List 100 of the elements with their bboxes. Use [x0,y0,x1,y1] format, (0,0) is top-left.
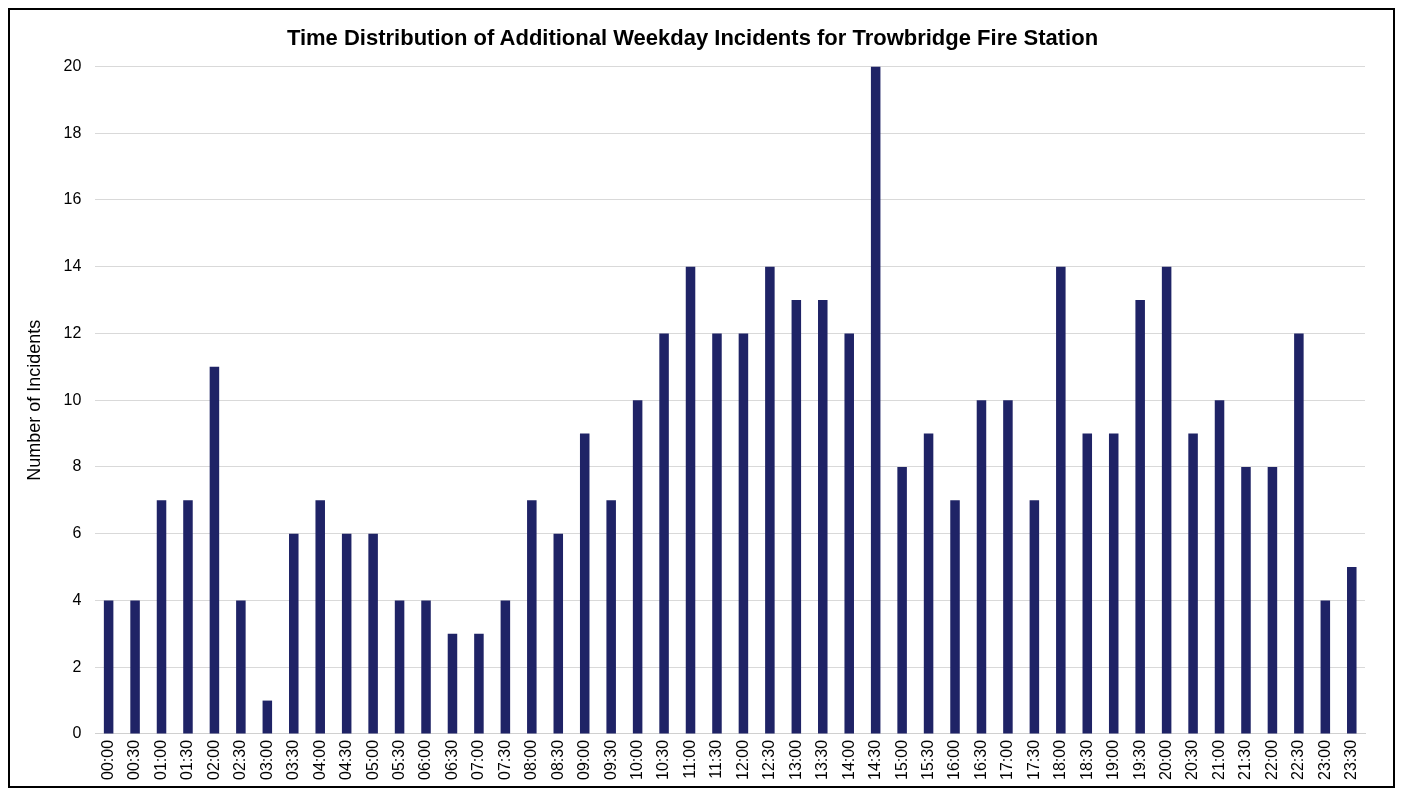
x-tick-label: 06:30 [442,739,460,781]
bar [447,633,458,734]
x-tick-label: 19:30 [1130,739,1148,781]
bar [1082,433,1093,734]
x-tick-label: 13:00 [786,739,804,781]
x-tick-label: 14:00 [839,739,857,781]
bar [659,333,669,734]
x-tick-label: 11:30 [707,739,725,779]
bar [421,600,431,734]
bar [553,533,564,734]
bar [818,300,828,734]
bar [844,333,854,734]
x-tick-label: 23:00 [1315,739,1333,781]
bar [315,500,325,734]
y-tick-label: 14 [63,257,82,275]
x-tick-label: 17:00 [998,739,1016,781]
bar [606,500,616,734]
bar [1188,433,1198,734]
bar [1241,466,1251,734]
bar [500,600,511,734]
x-tick-label: 21:00 [1209,739,1227,781]
x-tick-label: 07:30 [495,739,513,781]
x-tick-label: 14:30 [866,739,884,781]
bar [474,633,484,734]
x-tick-label: 10:00 [628,739,646,781]
bar [923,433,934,734]
bar [368,533,378,734]
x-tick-label: 08:00 [522,739,540,781]
y-tick-label: 4 [72,590,82,608]
bar [870,66,881,734]
y-tick-label: 0 [72,724,82,742]
x-tick-label: 22:00 [1262,739,1280,781]
bar [897,466,907,734]
x-tick-label: 09:30 [601,739,619,781]
bar [341,533,352,734]
x-tick-label: 20:30 [1183,739,1201,781]
bar [1347,567,1357,734]
x-tick-label: 06:00 [416,739,434,781]
bar [130,600,140,734]
bar [103,600,114,734]
y-tick-label: 16 [63,190,82,208]
bar [1294,333,1304,734]
bar [156,500,167,734]
x-tick-label: 12:30 [760,739,778,781]
bar [738,333,749,734]
bar [1056,266,1066,734]
x-tick-label: 01:30 [178,739,196,781]
y-tick-label: 18 [63,123,82,141]
bar [1320,600,1331,734]
bar [1108,433,1119,734]
x-tick-label: 02:30 [231,739,249,781]
y-tick-label: 2 [72,657,82,675]
bar [183,500,193,734]
bar [1267,466,1278,734]
x-tick-label: 21:30 [1236,739,1254,781]
x-tick-label: 08:30 [548,739,566,781]
bar [1161,266,1172,734]
x-tick-label: 12:00 [733,739,751,781]
bar [1029,500,1040,734]
bar [209,366,220,734]
x-tick-label: 20:00 [1157,739,1175,781]
bar [950,500,960,734]
x-tick-label: 05:30 [389,739,407,781]
x-tick-label: 15:30 [918,739,936,781]
y-tick-label: 8 [72,457,82,475]
chart-title: Time Distribution of Additional Weekday Incidents for Trowbridge Fire Station [286,25,1099,51]
x-tick-label: 03:30 [284,739,302,781]
x-tick-label: 04:00 [310,739,328,781]
x-tick-label: 04:30 [337,739,355,781]
bar [1214,400,1225,734]
y-axis-title: Number of Incidents [23,319,44,481]
bar [685,266,696,734]
y-tick-label: 10 [63,390,82,408]
x-tick-label: 00:00 [99,739,117,781]
bar [527,500,537,734]
bar [289,533,299,734]
bar [236,600,246,734]
x-tick-label: 07:00 [469,739,487,781]
x-tick-label: 18:00 [1051,739,1069,781]
x-tick-label: 19:00 [1104,739,1122,781]
bar [712,333,722,734]
bar [976,400,987,734]
bar [394,600,405,734]
x-tick-label: 17:30 [1024,739,1042,781]
x-tick-label: 16:30 [971,739,989,781]
x-tick-label: 15:00 [892,739,910,781]
x-tick-label: 01:00 [151,739,169,781]
x-tick-label: 11:00 [680,739,698,779]
x-tick-label: 23:30 [1342,739,1360,781]
y-tick-label: 20 [63,56,82,74]
x-tick-label: 13:30 [813,739,831,781]
bar [1135,300,1145,734]
x-tick-label: 05:00 [363,739,381,781]
bar [632,400,643,734]
bar [579,433,590,734]
x-tick-label: 09:00 [575,739,593,781]
bar [262,700,273,734]
x-tick-label: 18:30 [1077,739,1095,781]
x-tick-label: 03:00 [257,739,275,781]
x-tick-label: 22:30 [1289,739,1307,781]
